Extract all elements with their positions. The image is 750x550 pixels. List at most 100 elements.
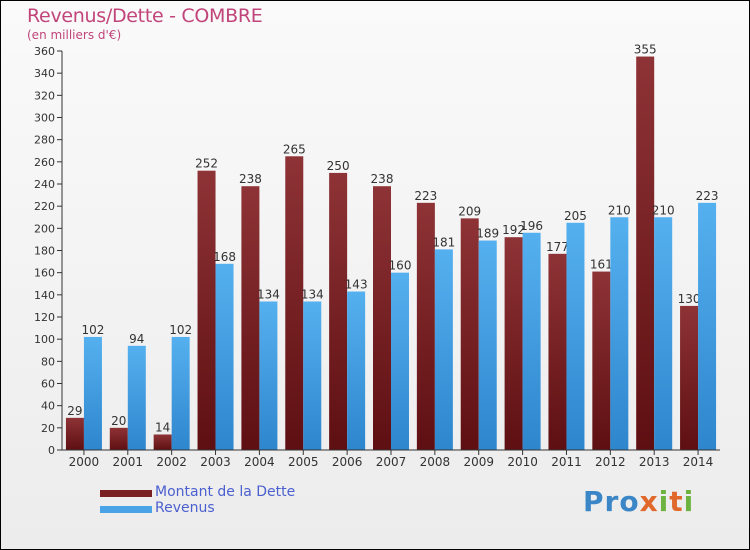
y-tick-label: 60	[41, 378, 55, 391]
y-tick-label: 80	[41, 355, 55, 368]
y-tick-label: 40	[41, 400, 55, 413]
chart-subtitle: (en milliers d'€)	[27, 28, 122, 42]
bar-dette	[416, 202, 435, 450]
bar-dette	[197, 170, 216, 450]
x-tick-label: 2007	[376, 455, 407, 469]
data-label-dette: 238	[371, 172, 394, 186]
chart-title: Revenus/Dette - COMBRE	[27, 5, 263, 27]
x-tick-label: 2009	[463, 455, 494, 469]
bar-dette	[153, 434, 172, 450]
x-tick-label: 2003	[200, 455, 231, 469]
data-label-dette: 250	[327, 159, 350, 173]
x-tick-label: 2005	[288, 455, 319, 469]
data-label-revenus: 205	[564, 209, 587, 223]
bar-dette	[460, 218, 479, 450]
bar-dette	[504, 237, 523, 450]
x-tick-label: 2001	[113, 455, 144, 469]
x-tick-label: 2011	[551, 455, 582, 469]
data-label-revenus: 143	[345, 278, 368, 292]
y-tick-label: 240	[34, 178, 55, 191]
data-label-dette: 355	[634, 43, 657, 57]
x-tick-label: 2004	[244, 455, 275, 469]
y-tick-label: 300	[34, 112, 55, 125]
bar-revenus	[391, 272, 409, 450]
bar-revenus	[303, 301, 322, 450]
bar-dette	[592, 271, 611, 450]
data-label-revenus: 189	[476, 227, 499, 241]
data-label-dette: 161	[590, 258, 613, 272]
legend-label-revenus: Revenus	[155, 500, 215, 516]
data-label-revenus: 134	[257, 287, 280, 301]
data-label-dette: 14	[155, 420, 170, 434]
y-tick-label: 320	[34, 89, 55, 102]
bar-revenus	[83, 336, 102, 450]
y-tick-label: 180	[34, 245, 55, 258]
y-tick-label: 260	[34, 156, 55, 169]
y-tick-label: 160	[34, 267, 55, 280]
legend-label-dette: Montant de la Dette	[155, 484, 296, 500]
data-label-dette: 177	[546, 240, 569, 254]
bar-revenus	[127, 345, 146, 450]
bar-dette	[65, 417, 84, 450]
data-label-dette: 29	[67, 404, 82, 418]
data-label-dette: 252	[195, 157, 218, 171]
data-label-revenus: 160	[389, 259, 412, 273]
data-label-revenus: 181	[432, 235, 455, 249]
bar-dette	[548, 253, 567, 450]
y-tick-label: 120	[34, 311, 55, 324]
bar-revenus	[522, 232, 541, 450]
x-tick-label: 2012	[595, 455, 626, 469]
y-tick-label: 280	[34, 134, 55, 147]
bar-revenus	[347, 291, 366, 450]
bar-revenus	[566, 222, 585, 450]
bar-revenus	[171, 336, 190, 450]
y-tick-label: 100	[34, 333, 55, 346]
legend-swatch-dette	[100, 490, 152, 497]
data-label-revenus: 210	[652, 203, 675, 217]
x-tick-label: 2002	[156, 455, 187, 469]
bar-revenus	[259, 301, 278, 450]
data-label-revenus: 196	[520, 219, 543, 233]
bar-dette	[285, 156, 304, 450]
bar-dette	[636, 56, 655, 451]
data-label-dette: 265	[283, 142, 306, 156]
bar-dette	[373, 186, 391, 450]
data-label-dette: 238	[239, 172, 262, 186]
x-tick-label: 2014	[683, 455, 714, 469]
x-tick-label: 2006	[332, 455, 363, 469]
y-tick-label: 360	[34, 45, 55, 58]
bar-revenus	[478, 240, 497, 450]
bar-revenus	[654, 217, 673, 450]
data-label-revenus: 210	[608, 203, 631, 217]
data-label-dette: 223	[414, 189, 437, 203]
data-label-revenus: 134	[301, 287, 324, 301]
bar-dette	[109, 427, 128, 450]
data-label-revenus: 102	[81, 323, 104, 337]
data-label-revenus: 102	[169, 323, 192, 337]
bar-revenus	[215, 263, 234, 450]
y-tick-label: 20	[41, 422, 55, 435]
bar-revenus	[698, 202, 717, 450]
data-label-revenus: 223	[696, 189, 719, 203]
data-label-dette: 20	[111, 414, 126, 428]
data-label-revenus: 168	[213, 250, 236, 264]
y-tick-label: 200	[34, 222, 55, 235]
bar-revenus	[610, 217, 629, 450]
x-tick-label: 2010	[507, 455, 538, 469]
data-label-dette: 209	[458, 204, 481, 218]
bar-dette	[329, 172, 348, 450]
y-tick-label: 220	[34, 200, 55, 213]
data-label-dette: 192	[502, 223, 525, 237]
y-tick-label: 140	[34, 289, 55, 302]
y-tick-label: 340	[34, 67, 55, 80]
proxiti-logo: Proxiti	[583, 485, 695, 518]
legend-swatch-revenus	[100, 506, 152, 513]
bar-revenus	[434, 249, 453, 450]
bar-dette	[680, 305, 699, 450]
x-tick-label: 2013	[639, 455, 670, 469]
data-label-dette: 130	[678, 292, 701, 306]
x-tick-label: 2000	[69, 455, 100, 469]
bar-dette	[241, 186, 260, 450]
y-tick-label: 0	[48, 444, 55, 457]
